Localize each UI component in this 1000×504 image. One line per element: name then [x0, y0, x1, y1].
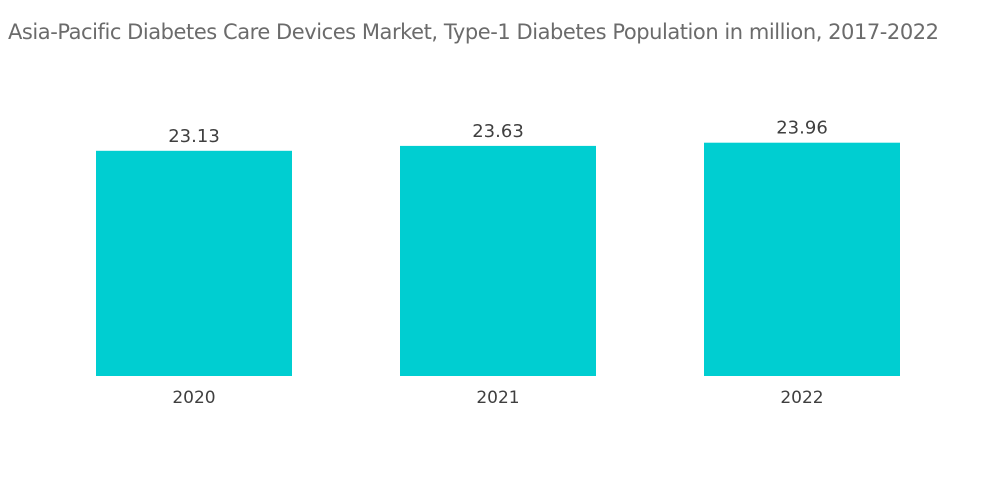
- bar-2022: [704, 142, 900, 376]
- value-labels-group: 23.13 23.63 23.96: [168, 118, 828, 147]
- chart-title: Asia-Pacific Diabetes Care Devices Marke…: [8, 20, 939, 44]
- x-tick-labels-group: 2020 2021 2022: [172, 388, 823, 408]
- value-label-2020: 23.13: [168, 126, 220, 147]
- x-tick-label-2022: 2022: [780, 388, 823, 408]
- bar-2021: [400, 145, 596, 376]
- value-label-2022: 23.96: [776, 118, 828, 139]
- bars-group: [96, 142, 900, 376]
- bar-2020: [96, 150, 292, 376]
- x-tick-label-2021: 2021: [476, 388, 519, 408]
- value-label-2021: 23.63: [472, 121, 524, 142]
- x-tick-label-2020: 2020: [172, 388, 215, 408]
